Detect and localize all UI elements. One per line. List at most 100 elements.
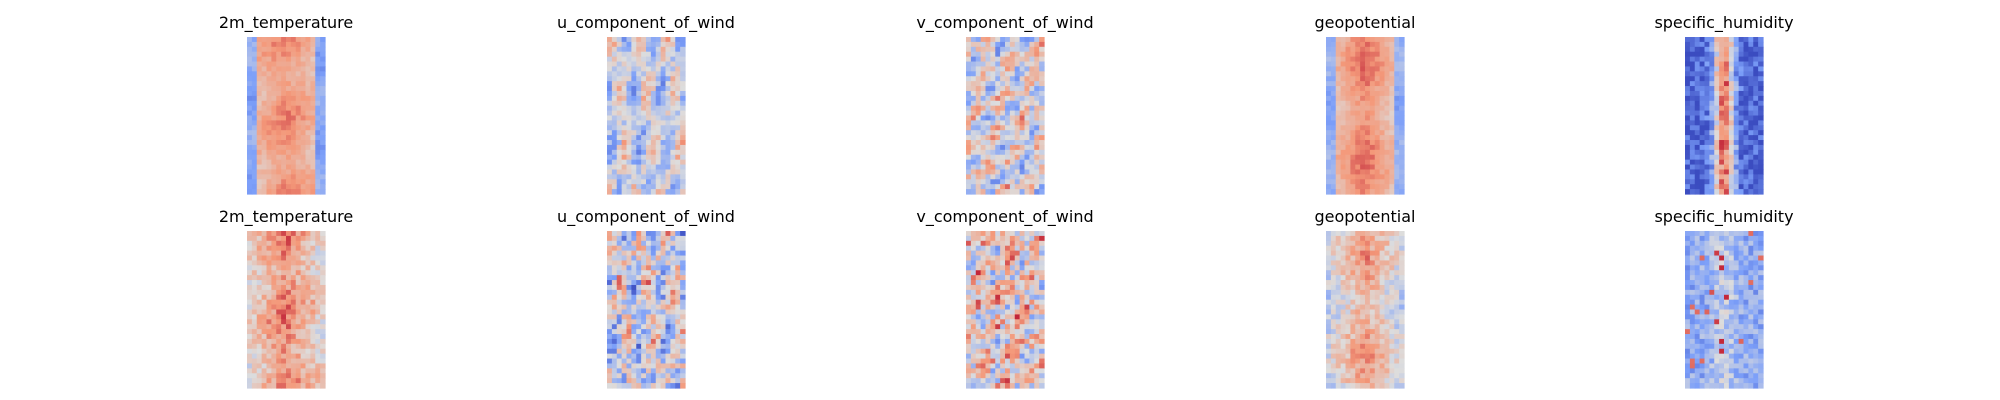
- heatmap-cell: [1345, 86, 1351, 92]
- heatmap-cell: [271, 110, 277, 117]
- heatmap-cell: [1355, 66, 1361, 72]
- heatmap-cell: [650, 231, 657, 237]
- heatmap-cell: [1389, 66, 1395, 72]
- heatmap-cell: [1365, 159, 1371, 166]
- heatmap-cell: [290, 299, 297, 306]
- heatmap-cell: [1330, 319, 1337, 325]
- heatmap-cell: [665, 245, 671, 252]
- heatmap-cell: [281, 314, 287, 320]
- heatmap-cell: [985, 56, 991, 63]
- heatmap-cell: [660, 90, 667, 97]
- heatmap-cell: [621, 284, 628, 291]
- heatmap-cell: [1330, 329, 1337, 335]
- heatmap-cell: [1350, 154, 1356, 161]
- heatmap-cell: [1738, 250, 1745, 257]
- heatmap-cell: [271, 100, 277, 107]
- heatmap-cell: [607, 86, 613, 92]
- heatmap-cell: [1714, 235, 1720, 242]
- heatmap-cell: [1335, 46, 1342, 53]
- heatmap-cell: [266, 105, 272, 112]
- heatmap-cell: [970, 358, 977, 365]
- heatmap-cell: [290, 125, 297, 131]
- heatmap-cell: [1034, 159, 1040, 166]
- heatmap-cell: [290, 95, 297, 102]
- heatmap-cell: [1753, 324, 1759, 330]
- heatmap-cell: [607, 76, 613, 82]
- heatmap-cell: [1685, 289, 1691, 296]
- heatmap-cell: [607, 368, 613, 374]
- heatmap-cell: [1024, 270, 1030, 276]
- heatmap-cell: [980, 245, 987, 252]
- heatmap-cell: [1029, 105, 1035, 112]
- heatmap-cell: [1689, 231, 1696, 237]
- heatmap-cell: [1758, 159, 1764, 166]
- heatmap-cell: [1389, 343, 1395, 350]
- heatmap-cell: [271, 299, 277, 306]
- heatmap-cell: [1034, 66, 1040, 72]
- heatmap-cell: [626, 169, 632, 175]
- heatmap-cell: [300, 329, 307, 335]
- heatmap-cell: [1005, 280, 1011, 286]
- heatmap-cell: [1753, 76, 1759, 82]
- heatmap-cell: [1360, 81, 1366, 87]
- heatmap-cell: [290, 76, 297, 82]
- heatmap-cell: [1384, 353, 1390, 360]
- heatmap-cell: [655, 265, 662, 271]
- heatmap-cell: [1685, 255, 1691, 262]
- heatmap-cell: [247, 159, 253, 166]
- heatmap-cell: [1034, 294, 1040, 301]
- heatmap-cell: [1019, 51, 1026, 58]
- heatmap-cell: [247, 86, 253, 92]
- heatmap-cell: [1748, 235, 1754, 242]
- heatmap-cell: [315, 299, 321, 306]
- heatmap-cell: [286, 378, 292, 384]
- heatmap-cell: [650, 280, 657, 286]
- heatmap-cell: [286, 324, 292, 330]
- heatmap-cell: [1384, 265, 1390, 271]
- heatmap-cell: [646, 363, 652, 369]
- heatmap-cell: [980, 51, 987, 58]
- heatmap-cell: [1399, 169, 1405, 175]
- heatmap-cell: [660, 61, 667, 68]
- heatmap-cell: [1738, 149, 1745, 156]
- heatmap-cell: [1005, 314, 1011, 320]
- heatmap-cell: [1709, 324, 1715, 330]
- heatmap-cell: [261, 373, 268, 379]
- heatmap-cell: [1753, 329, 1759, 335]
- heatmap-cell: [281, 76, 287, 82]
- heatmap-cell: [631, 120, 637, 126]
- heatmap-cell: [995, 100, 1001, 107]
- heatmap-cell: [1345, 319, 1351, 325]
- heatmap-cell: [990, 294, 996, 301]
- heatmap-cell: [975, 353, 982, 360]
- heatmap-cell: [670, 284, 676, 291]
- heatmap-cell: [1389, 115, 1395, 122]
- heatmap-cell: [1009, 164, 1016, 171]
- heatmap-cell: [295, 81, 302, 87]
- heatmap-cell: [990, 41, 996, 48]
- heatmap-cell: [990, 66, 996, 72]
- heatmap-cell: [636, 270, 642, 276]
- heatmap-cell: [1374, 130, 1381, 136]
- heatmap-cell: [1724, 100, 1730, 107]
- heatmap-cell: [966, 314, 972, 320]
- heatmap-cell: [1374, 105, 1381, 112]
- heatmap-cell: [985, 100, 991, 107]
- heatmap-cell: [1743, 255, 1749, 262]
- heatmap-cell: [1399, 280, 1405, 286]
- heatmap-cell: [271, 154, 277, 161]
- heatmap-cell: [641, 368, 647, 374]
- heatmap-cell: [1743, 76, 1749, 82]
- heatmap-cell: [1019, 284, 1026, 291]
- heatmap-cell: [626, 334, 632, 340]
- heatmap-cell: [1399, 265, 1405, 271]
- heatmap-cell: [611, 71, 618, 77]
- heatmap-cell: [641, 46, 647, 53]
- heatmap-cell: [300, 90, 307, 97]
- heatmap-cell: [1350, 140, 1356, 146]
- heatmap-cell: [1733, 164, 1740, 171]
- heatmap-cell: [631, 314, 637, 320]
- heatmap-cell: [1000, 100, 1006, 107]
- heatmap-cell: [1350, 110, 1356, 117]
- heatmap-cell: [970, 159, 977, 166]
